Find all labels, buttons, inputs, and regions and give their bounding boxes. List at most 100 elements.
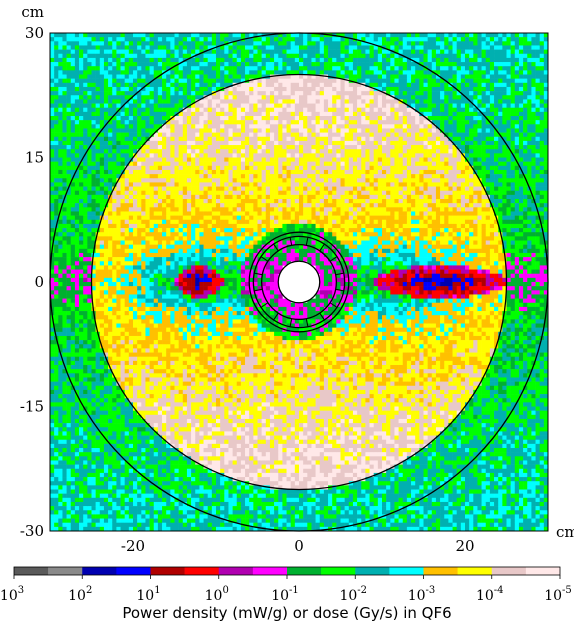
heatmap-cell xyxy=(124,124,130,129)
heatmap-cell xyxy=(79,481,84,486)
heatmap-cell xyxy=(195,277,200,283)
heatmap-cell xyxy=(50,323,55,328)
heatmap-cell xyxy=(103,327,109,333)
heatmap-cell xyxy=(157,199,163,204)
heatmap-cell xyxy=(116,398,121,403)
heatmap-cell xyxy=(191,91,196,96)
heatmap-cell xyxy=(191,49,196,55)
heatmap-cell xyxy=(220,124,225,129)
heatmap-cell xyxy=(95,277,101,283)
heatmap-cell xyxy=(70,335,76,341)
heatmap-cell xyxy=(62,86,67,92)
heatmap-cell xyxy=(103,269,109,274)
heatmap-cell xyxy=(95,456,101,461)
heatmap-cell xyxy=(216,443,221,449)
heatmap-cell xyxy=(141,252,146,258)
heatmap-cell xyxy=(133,248,138,254)
heatmap-cell xyxy=(124,335,130,341)
heatmap-cell xyxy=(207,356,213,362)
heatmap-cell xyxy=(207,506,213,511)
heatmap-cell xyxy=(182,257,188,262)
heatmap-cell xyxy=(149,273,155,279)
heatmap-cell xyxy=(137,116,142,121)
heatmap-cell xyxy=(203,331,208,337)
heatmap-cell xyxy=(66,149,72,154)
heatmap-cell xyxy=(203,269,208,274)
heatmap-cell xyxy=(178,323,184,328)
heatmap-cell xyxy=(79,244,84,250)
heatmap-cell xyxy=(108,526,113,532)
heatmap-cell xyxy=(186,493,192,499)
heatmap-cell xyxy=(95,149,101,154)
heatmap-cell xyxy=(186,45,192,50)
heatmap-cell xyxy=(62,402,67,407)
heatmap-cell xyxy=(91,489,96,494)
heatmap-cell xyxy=(108,223,113,229)
heatmap-cell xyxy=(87,340,92,345)
heatmap-cell xyxy=(95,203,101,208)
heatmap-cell xyxy=(216,157,221,162)
heatmap-cell xyxy=(50,348,55,353)
heatmap-cell xyxy=(216,501,221,507)
heatmap-cell xyxy=(166,178,171,183)
heatmap-cell xyxy=(74,302,80,308)
heatmap-cell xyxy=(99,41,105,46)
heatmap-cell xyxy=(141,269,146,274)
heatmap-cell xyxy=(174,228,179,233)
heatmap-cell xyxy=(91,452,96,457)
heatmap-cell xyxy=(166,526,171,532)
heatmap-cell xyxy=(124,489,130,494)
heatmap-cell xyxy=(128,207,134,212)
heatmap-cell xyxy=(66,514,72,519)
heatmap-cell xyxy=(157,78,163,84)
heatmap-cell xyxy=(108,107,113,113)
heatmap-cell xyxy=(95,232,101,237)
heatmap-cell xyxy=(162,323,167,328)
heatmap-cell xyxy=(66,464,72,470)
heatmap-cell xyxy=(62,369,67,374)
heatmap-cell xyxy=(178,190,184,196)
heatmap-cell xyxy=(207,456,213,461)
heatmap-cell xyxy=(220,199,225,204)
heatmap-cell xyxy=(162,62,167,67)
heatmap-cell xyxy=(50,33,55,38)
heatmap-cell xyxy=(149,120,155,125)
heatmap-cell xyxy=(174,37,179,42)
heatmap-cell xyxy=(79,298,84,304)
heatmap-cell xyxy=(83,37,88,42)
heatmap-cell xyxy=(153,252,159,258)
heatmap-cell xyxy=(95,435,101,440)
heatmap-cell xyxy=(87,269,92,274)
heatmap-cell xyxy=(153,356,159,362)
heatmap-cell xyxy=(174,389,179,395)
heatmap-cell xyxy=(124,145,130,150)
heatmap-cell xyxy=(178,132,184,138)
heatmap-cell xyxy=(50,302,55,308)
heatmap-cell xyxy=(182,219,188,225)
heatmap-cell xyxy=(182,269,188,274)
heatmap-cell xyxy=(199,410,204,416)
heatmap-cell xyxy=(166,174,171,179)
heatmap-cell xyxy=(54,194,59,200)
heatmap-cell xyxy=(216,207,221,212)
heatmap-cell xyxy=(157,203,163,208)
heatmap-cell xyxy=(137,199,142,204)
heatmap-cell xyxy=(50,174,55,179)
heatmap-cell xyxy=(149,522,155,528)
heatmap-cell xyxy=(58,190,63,196)
heatmap-cell xyxy=(103,381,109,387)
heatmap-cell xyxy=(207,315,213,320)
heatmap-cell xyxy=(199,132,204,138)
heatmap-cell xyxy=(141,194,146,200)
heatmap-cell xyxy=(58,456,63,461)
heatmap-cell xyxy=(83,165,88,171)
heatmap-cell xyxy=(170,402,175,407)
heatmap-cell xyxy=(174,128,179,133)
heatmap-cell xyxy=(99,228,105,233)
heatmap-cell xyxy=(58,277,63,283)
heatmap-cell xyxy=(108,41,113,46)
heatmap-cell xyxy=(79,194,84,200)
heatmap-cell xyxy=(54,423,59,428)
heatmap-cell xyxy=(103,199,109,204)
heatmap-cell xyxy=(99,522,105,528)
